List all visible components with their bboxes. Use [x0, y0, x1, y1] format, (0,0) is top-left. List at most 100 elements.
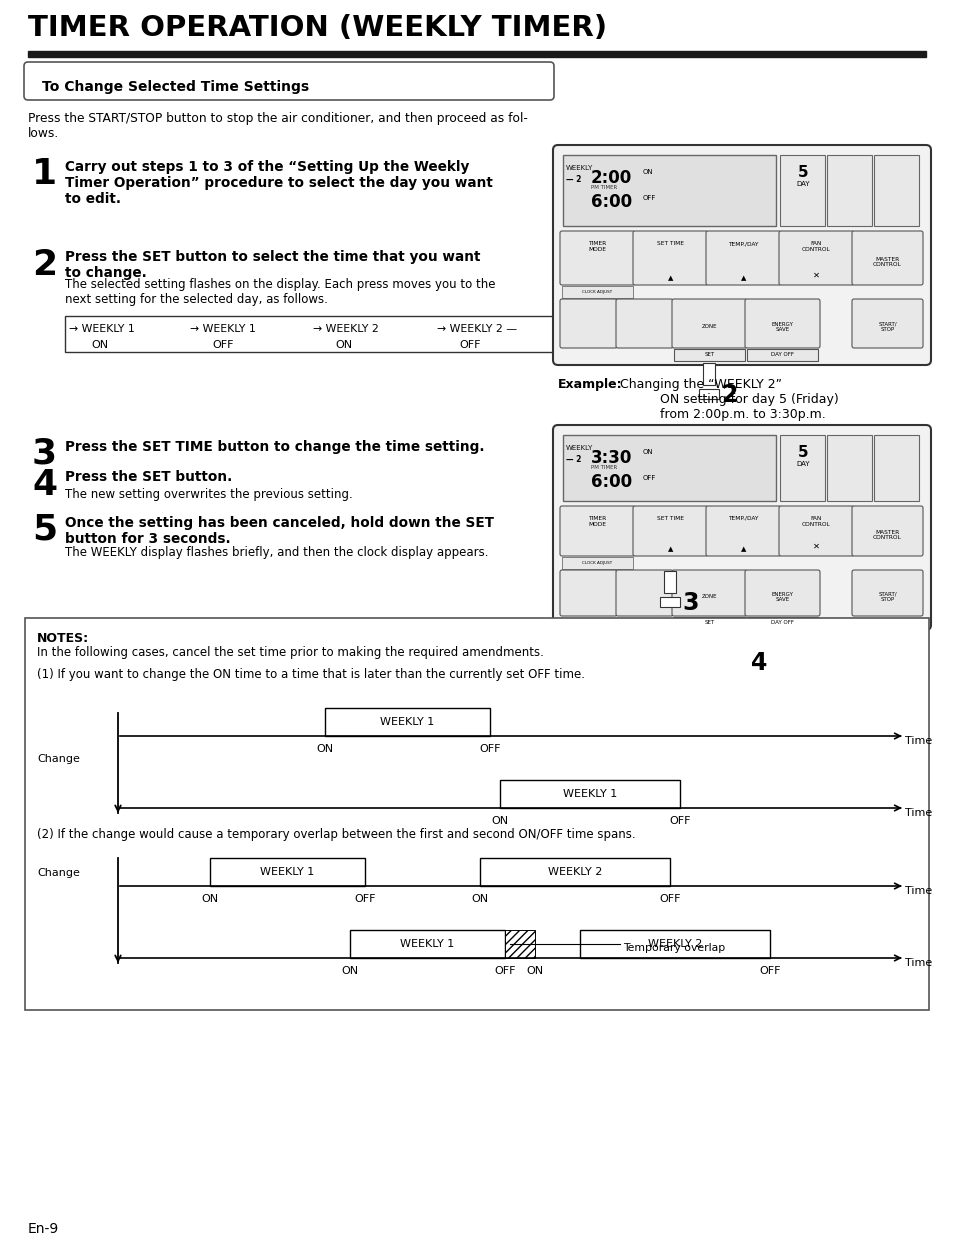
Text: DAY OFF: DAY OFF	[770, 620, 793, 625]
FancyBboxPatch shape	[24, 62, 554, 100]
Text: Temporary overlap: Temporary overlap	[622, 944, 724, 953]
Text: 4: 4	[32, 468, 57, 501]
Text: → WEEKLY 1: → WEEKLY 1	[69, 324, 134, 333]
FancyBboxPatch shape	[553, 144, 930, 366]
Text: OFF: OFF	[759, 966, 780, 976]
Text: Time: Time	[904, 736, 931, 746]
Text: Carry out steps 1 to 3 of the “Setting Up the Weekly
Timer Operation” procedure : Carry out steps 1 to 3 of the “Setting U…	[65, 161, 493, 206]
Text: OFF: OFF	[642, 195, 656, 201]
Text: WEEKLY: WEEKLY	[565, 445, 593, 451]
Text: Press the SET TIME button to change the time setting.: Press the SET TIME button to change the …	[65, 440, 484, 454]
Bar	[562, 435, 775, 501]
Text: CLOCK ADJUST: CLOCK ADJUST	[581, 561, 612, 564]
FancyBboxPatch shape	[559, 231, 635, 285]
Bar	[826, 435, 871, 501]
Bar	[664, 571, 676, 593]
Text: SET TIME: SET TIME	[657, 241, 683, 246]
Bar	[350, 930, 504, 958]
Bar	[561, 287, 633, 298]
Bar	[562, 156, 775, 226]
Text: Time: Time	[904, 885, 931, 897]
Text: FAN
CONTROL: FAN CONTROL	[801, 516, 830, 527]
Text: TIMER OPERATION (WEEKLY TIMER): TIMER OPERATION (WEEKLY TIMER)	[28, 14, 606, 42]
FancyBboxPatch shape	[851, 299, 923, 348]
Bar	[702, 363, 715, 385]
Text: OFF: OFF	[642, 475, 656, 480]
FancyBboxPatch shape	[779, 506, 853, 556]
Text: WEEKLY 1: WEEKLY 1	[400, 939, 455, 948]
Text: — 2: — 2	[565, 454, 580, 464]
FancyBboxPatch shape	[559, 506, 635, 556]
Text: 5: 5	[797, 445, 807, 459]
Text: TIMER
MODE: TIMER MODE	[588, 241, 606, 252]
Text: Time: Time	[904, 958, 931, 968]
Text: ZONE: ZONE	[701, 325, 717, 330]
Text: Change: Change	[37, 868, 80, 878]
Text: OFF: OFF	[669, 816, 690, 826]
Bar	[780, 435, 824, 501]
Text: START/
STOP: START/ STOP	[878, 321, 896, 332]
Text: NOTES:: NOTES:	[37, 632, 89, 645]
Text: FAN
CONTROL: FAN CONTROL	[801, 241, 830, 252]
Text: ON: ON	[471, 894, 488, 904]
Text: ▲: ▲	[740, 546, 745, 552]
Text: ENERGY
SAVE: ENERGY SAVE	[771, 321, 793, 332]
Text: Changing the “WEEKLY 2”
           ON setting for day 5 (Friday)
           from: Changing the “WEEKLY 2” ON setting for d…	[616, 378, 838, 421]
Text: 1: 1	[32, 157, 57, 191]
Text: ENERGY
SAVE: ENERGY SAVE	[771, 592, 793, 603]
Text: 6:00: 6:00	[590, 473, 632, 492]
FancyBboxPatch shape	[744, 299, 820, 348]
Text: ▲: ▲	[740, 275, 745, 282]
Text: En-9: En-9	[28, 1221, 59, 1235]
Text: Press the START/STOP button to stop the air conditioner, and then proceed as fol: Press the START/STOP button to stop the …	[28, 112, 527, 140]
Text: TIMER
MODE: TIMER MODE	[588, 516, 606, 527]
FancyBboxPatch shape	[559, 299, 617, 348]
Text: In the following cases, cancel the set time prior to making the required amendme: In the following cases, cancel the set t…	[37, 646, 543, 659]
Text: Press the SET button to select the time that you want
to change.: Press the SET button to select the time …	[65, 249, 480, 280]
FancyBboxPatch shape	[616, 299, 672, 348]
Text: OFF: OFF	[494, 966, 516, 976]
Bar	[28, 51, 925, 57]
Text: 3: 3	[32, 437, 57, 471]
Text: 4: 4	[751, 651, 767, 676]
Text: DAY OFF: DAY OFF	[770, 352, 793, 357]
FancyBboxPatch shape	[633, 506, 707, 556]
Text: MASTER
CONTROL: MASTER CONTROL	[872, 530, 901, 541]
FancyBboxPatch shape	[616, 571, 672, 616]
Bar	[210, 858, 365, 885]
Bar	[780, 156, 824, 226]
Text: Example:: Example:	[558, 378, 622, 391]
Text: 2: 2	[720, 383, 737, 408]
Text: MASTER
CONTROL: MASTER CONTROL	[872, 257, 901, 268]
Text: WEEKLY: WEEKLY	[565, 165, 593, 170]
Bar	[746, 350, 817, 361]
Text: 5: 5	[32, 513, 57, 547]
Text: ✕: ✕	[812, 270, 820, 280]
Bar	[325, 708, 490, 736]
Text: Change: Change	[37, 755, 80, 764]
Text: ON: ON	[341, 966, 358, 976]
Bar	[65, 316, 566, 352]
Bar	[504, 930, 535, 958]
Text: OFF: OFF	[354, 894, 375, 904]
Bar	[659, 597, 679, 606]
Text: OFF: OFF	[458, 340, 480, 350]
Text: The WEEKLY display flashes briefly, and then the clock display appears.: The WEEKLY display flashes briefly, and …	[65, 546, 488, 559]
FancyBboxPatch shape	[705, 231, 781, 285]
Bar	[873, 435, 918, 501]
Text: OFF: OFF	[659, 894, 680, 904]
FancyBboxPatch shape	[633, 231, 707, 285]
Text: — 2: — 2	[565, 175, 580, 184]
FancyBboxPatch shape	[553, 425, 930, 630]
Text: DAY: DAY	[796, 461, 809, 467]
Text: ON: ON	[491, 816, 508, 826]
Bar	[673, 350, 744, 361]
Text: WEEKLY 2: WEEKLY 2	[647, 939, 701, 948]
Text: PM TIMER: PM TIMER	[590, 466, 617, 471]
Text: WEEKLY 2: WEEKLY 2	[547, 867, 601, 877]
Text: Once the setting has been canceled, hold down the SET
button for 3 seconds.: Once the setting has been canceled, hold…	[65, 516, 494, 546]
Text: 3:30: 3:30	[590, 450, 632, 467]
Text: ON: ON	[91, 340, 108, 350]
Bar	[579, 930, 769, 958]
Text: ZONE: ZONE	[701, 594, 717, 599]
